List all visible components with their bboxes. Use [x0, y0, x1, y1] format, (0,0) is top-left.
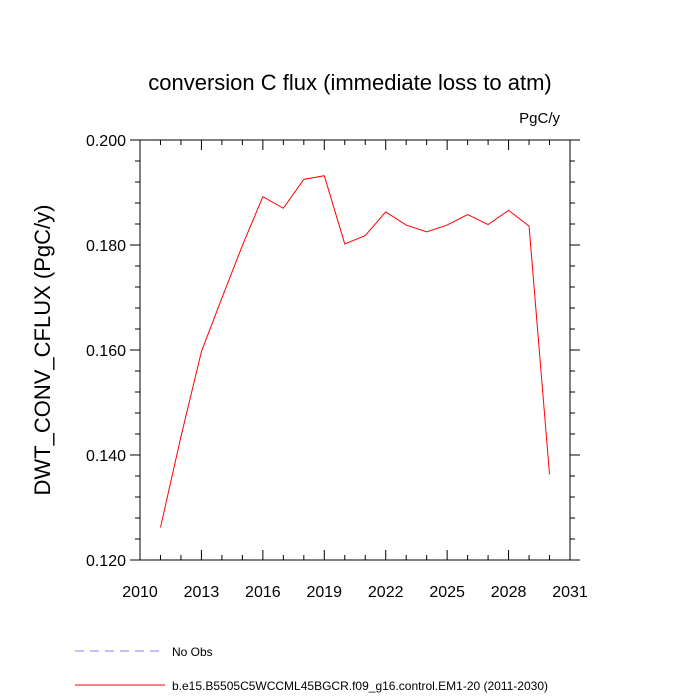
x-tick-label: 2028 [491, 584, 527, 601]
x-tick-label: 2031 [552, 584, 588, 601]
y-tick-label: 0.120 [86, 553, 126, 570]
x-tick-labels: 2010 2013 2016 2019 2022 2025 2028 2031 [122, 584, 588, 601]
legend-label-no-obs: No Obs [172, 645, 213, 659]
plot-frame [139, 139, 571, 561]
y-tick-label: 0.180 [86, 238, 126, 255]
y-tick-label: 0.160 [86, 343, 126, 360]
series-layer [159, 175, 551, 528]
y-tick-labels: 0.120 0.140 0.160 0.180 0.200 [86, 133, 126, 570]
x-tick-label: 2025 [429, 584, 465, 601]
units-label: PgC/y [519, 110, 560, 127]
x-tick-label: 2010 [122, 584, 158, 601]
series-line [159, 175, 551, 528]
x-tick-label: 2013 [184, 584, 220, 601]
y-tick-label: 0.200 [86, 133, 126, 150]
chart-title: conversion C flux (immediate loss to atm… [148, 70, 551, 95]
y-axis-label: DWT_CONV_CFLUX (PgC/y) [30, 205, 55, 496]
legend: No Obs b.e15.B5505C5WCCML45BGCR.f09_g16.… [75, 645, 548, 693]
ticks-layer [130, 139, 580, 561]
x-tick-label: 2022 [368, 584, 404, 601]
x-tick-label: 2016 [245, 584, 281, 601]
x-tick-label: 2019 [306, 584, 342, 601]
y-tick-label: 0.140 [86, 448, 126, 465]
legend-label-model: b.e15.B5505C5WCCML45BGCR.f09_g16.control… [172, 679, 548, 693]
